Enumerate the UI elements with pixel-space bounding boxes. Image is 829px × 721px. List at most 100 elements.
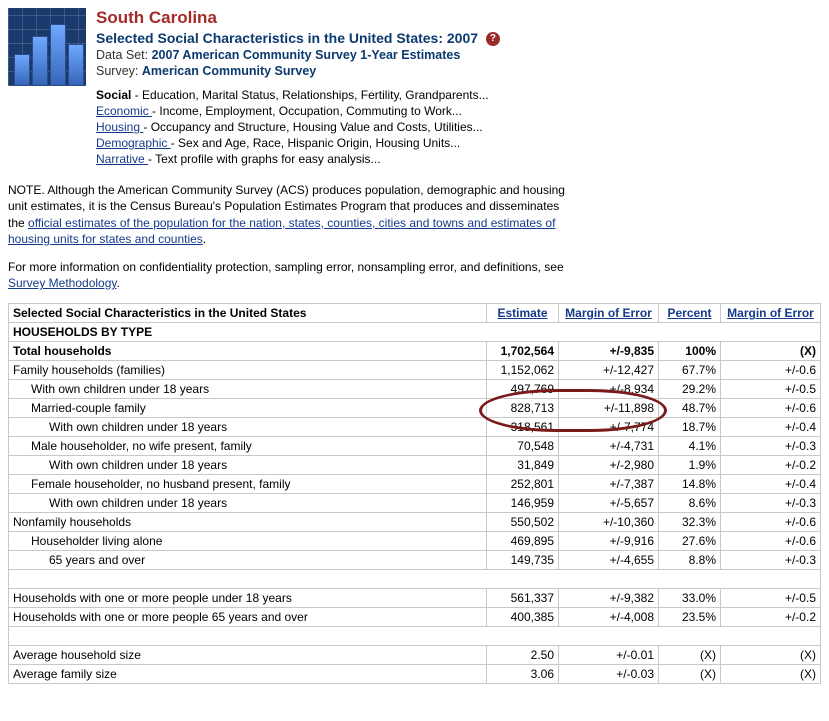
note2-pre: For more information on confidentiality … <box>8 260 564 274</box>
cell-estimate: 3.06 <box>487 665 559 684</box>
cell-moe: +/-4,008 <box>559 608 659 627</box>
survey-line: Survey: American Community Survey <box>96 64 821 78</box>
cell-moe: +/-12,427 <box>559 361 659 380</box>
cell-estimate: 70,548 <box>487 437 559 456</box>
note-link[interactable]: official estimates of the population for… <box>8 216 555 246</box>
row-label: Female householder, no husband present, … <box>13 477 291 491</box>
col-pmoe[interactable]: Margin of Error <box>721 304 821 323</box>
category-link[interactable]: Narrative <box>96 152 148 166</box>
spacer-row <box>9 627 821 646</box>
cell-percent: (X) <box>659 665 721 684</box>
table-row: Average household size2.50+/-0.01(X)(X) <box>9 646 821 665</box>
cell-pmoe: +/-0.5 <box>721 589 821 608</box>
category-line: Social - Education, Marital Status, Rela… <box>96 88 821 102</box>
category-desc: - Income, Employment, Occupation, Commut… <box>152 104 462 118</box>
cell-percent: 33.0% <box>659 589 721 608</box>
category-desc: - Occupancy and Structure, Housing Value… <box>143 120 482 134</box>
cell-pmoe: +/-0.4 <box>721 418 821 437</box>
table-row: Female householder, no husband present, … <box>9 475 821 494</box>
table-row: Nonfamily households 550,502+/-10,36032.3… <box>9 513 821 532</box>
note2-link[interactable]: Survey Methodology <box>8 276 117 290</box>
cell-moe: +/-0.01 <box>559 646 659 665</box>
table-row: Married-couple family828,713+/-11,89848.… <box>9 399 821 418</box>
cell-estimate: 550,502 <box>487 513 559 532</box>
note2-block: For more information on confidentiality … <box>8 259 568 291</box>
table-row: Households with one or more people under… <box>9 589 821 608</box>
cell-percent: 23.5% <box>659 608 721 627</box>
category-line: Demographic - Sex and Age, Race, Hispani… <box>96 136 821 150</box>
cell-moe: +/-10,360 <box>559 513 659 532</box>
cell-estimate: 828,713 <box>487 399 559 418</box>
cell-estimate: 252,801 <box>487 475 559 494</box>
cell-moe: +/-9,916 <box>559 532 659 551</box>
row-label: Households with one or more people 65 ye… <box>13 610 308 624</box>
cell-estimate: 561,337 <box>487 589 559 608</box>
col-percent[interactable]: Percent <box>659 304 721 323</box>
table-row: With own children under 18 years 318,561 +… <box>9 418 821 437</box>
table-row: Average family size3.06+/-0.03(X)(X) <box>9 665 821 684</box>
category-desc: - Text profile with graphs for easy anal… <box>148 152 381 166</box>
category-line: Housing - Occupancy and Structure, Housi… <box>96 120 821 134</box>
cell-pmoe: +/-0.6 <box>721 513 821 532</box>
spacer-row <box>9 570 821 589</box>
table-wrapper: Selected Social Characteristics in the U… <box>8 303 821 684</box>
cell-pmoe: +/-0.3 <box>721 494 821 513</box>
cell-percent: 1.9% <box>659 456 721 475</box>
section-heading: HOUSEHOLDS BY TYPE <box>9 323 821 342</box>
cell-estimate: 1,702,564 <box>487 342 559 361</box>
cell-moe: +/-9,382 <box>559 589 659 608</box>
category-list: Social - Education, Marital Status, Rela… <box>96 88 821 166</box>
cell-pmoe: +/-0.2 <box>721 456 821 475</box>
row-label: With own children under 18 years <box>13 420 227 434</box>
subtitle-text: Selected Social Characteristics in the U… <box>96 30 478 46</box>
cell-percent: 32.3% <box>659 513 721 532</box>
note-post: . <box>203 232 206 246</box>
help-icon[interactable]: ? <box>486 32 500 46</box>
cell-pmoe: (X) <box>721 646 821 665</box>
row-label: Average family size <box>13 667 117 681</box>
dataset-label: Data Set: <box>96 48 148 62</box>
table-row: 65 years and over149,735+/-4,6558.8%+/-0… <box>9 551 821 570</box>
survey-value: American Community Survey <box>142 64 316 78</box>
cell-pmoe: +/-0.6 <box>721 361 821 380</box>
cell-moe: +/-4,731 <box>559 437 659 456</box>
cell-moe: +/-0.03 <box>559 665 659 684</box>
category-desc: - Education, Marital Status, Relationshi… <box>135 88 489 102</box>
row-label: Average household size <box>13 648 141 662</box>
cell-estimate: 400,385 <box>487 608 559 627</box>
row-label: With own children under 18 years <box>13 496 227 510</box>
category-line: Narrative - Text profile with graphs for… <box>96 152 821 166</box>
cell-moe: +/-2,980 <box>559 456 659 475</box>
category-line: Economic - Income, Employment, Occupatio… <box>96 104 821 118</box>
row-label: Male householder, no wife present, famil… <box>13 439 252 453</box>
table-row: Households with one or more people 65 ye… <box>9 608 821 627</box>
survey-label: Survey: <box>96 64 138 78</box>
cell-pmoe: +/-0.2 <box>721 608 821 627</box>
table-row: With own children under 18 years31,849+/… <box>9 456 821 475</box>
dataset-thumbnail <box>8 8 86 86</box>
category-link[interactable]: Housing <box>96 120 143 134</box>
cell-percent: 4.1% <box>659 437 721 456</box>
table-row: Family households (families)1,152,062+/-… <box>9 361 821 380</box>
category-link[interactable]: Demographic <box>96 136 171 150</box>
col-estimate[interactable]: Estimate <box>487 304 559 323</box>
category-link[interactable]: Economic <box>96 104 152 118</box>
cell-moe: +/-4,655 <box>559 551 659 570</box>
dataset-value: 2007 American Community Survey 1-Year Es… <box>152 48 461 62</box>
cell-percent: 100% <box>659 342 721 361</box>
cell-estimate: 149,735 <box>487 551 559 570</box>
cell-percent: 27.6% <box>659 532 721 551</box>
cell-estimate: 318,561 <box>487 418 559 437</box>
row-label: Married-couple family <box>13 401 146 415</box>
row-label: Households with one or more people under… <box>13 591 292 605</box>
cell-moe: +/-7,387 <box>559 475 659 494</box>
cell-pmoe: +/-0.6 <box>721 399 821 418</box>
note2-post: . <box>117 276 120 290</box>
cell-percent: 18.7% <box>659 418 721 437</box>
cell-estimate: 2.50 <box>487 646 559 665</box>
col-moe[interactable]: Margin of Error <box>559 304 659 323</box>
cell-pmoe: +/-0.5 <box>721 380 821 399</box>
header-meta: South Carolina Selected Social Character… <box>96 8 821 168</box>
row-label: Nonfamily households <box>13 515 131 529</box>
page-subtitle: Selected Social Characteristics in the U… <box>96 30 821 46</box>
